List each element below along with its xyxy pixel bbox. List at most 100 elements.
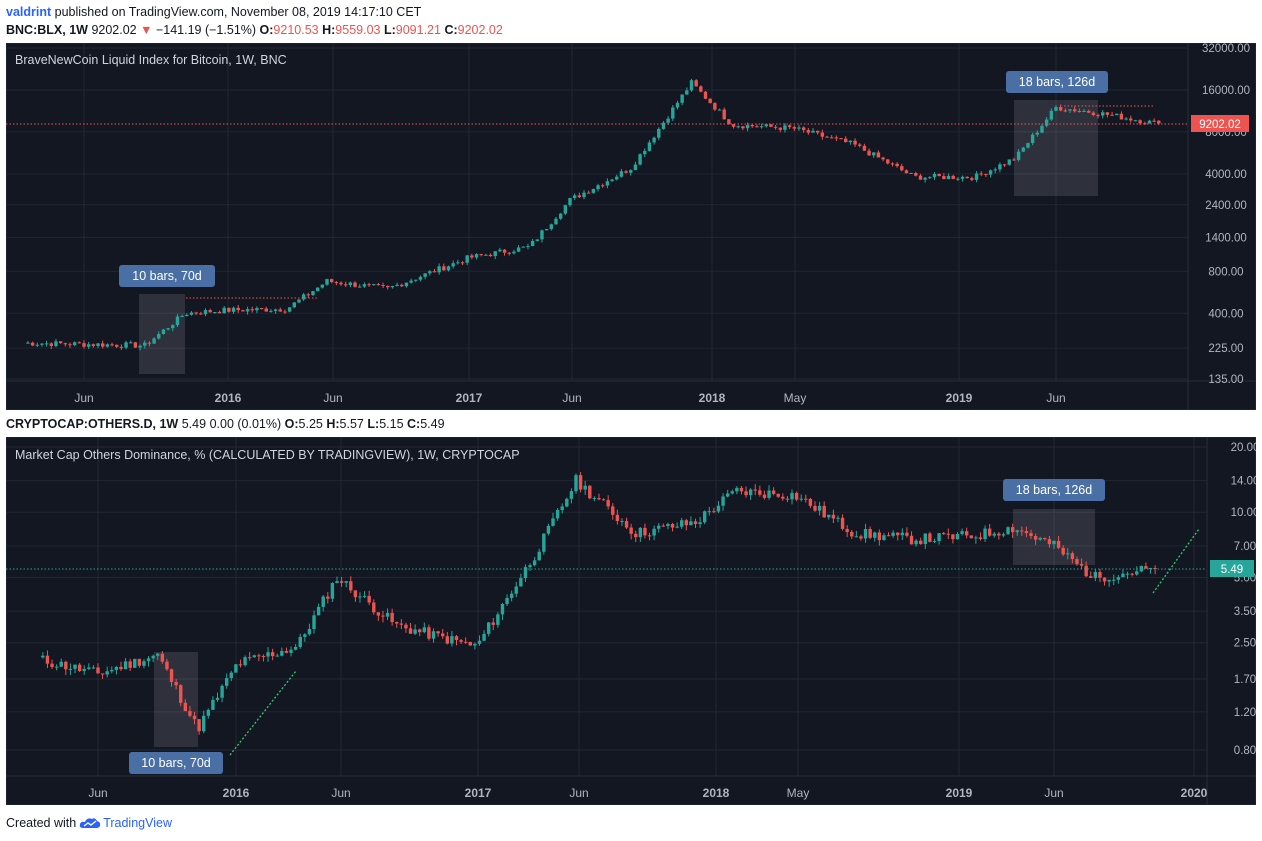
candle bbox=[588, 485, 592, 500]
candle bbox=[969, 535, 973, 539]
candle bbox=[514, 581, 518, 598]
candle bbox=[519, 573, 523, 587]
annotation-label: 18 bars, 126d bbox=[1019, 75, 1095, 89]
candle bbox=[694, 79, 698, 87]
candle bbox=[436, 630, 440, 637]
candle bbox=[873, 531, 877, 542]
candle bbox=[180, 314, 184, 318]
candle bbox=[505, 594, 509, 607]
candle bbox=[1082, 109, 1086, 112]
candle bbox=[491, 617, 495, 631]
candle bbox=[900, 528, 905, 541]
candle bbox=[813, 501, 817, 512]
candle bbox=[315, 287, 320, 292]
chart1-annotation-right[interactable]: 18 bars, 126d bbox=[1006, 71, 1108, 93]
candle bbox=[909, 531, 914, 545]
candle bbox=[188, 706, 192, 718]
chart2-symbol[interactable]: CRYPTOCAP:OTHERS.D, 1W bbox=[6, 417, 179, 431]
candle bbox=[138, 344, 142, 351]
candle bbox=[773, 124, 778, 130]
candle bbox=[68, 342, 72, 349]
candle bbox=[386, 285, 390, 290]
candle bbox=[105, 343, 110, 348]
candle bbox=[1119, 111, 1124, 120]
candle bbox=[381, 282, 385, 289]
candle bbox=[344, 580, 348, 588]
candle bbox=[521, 246, 525, 248]
candle bbox=[367, 282, 371, 287]
candle bbox=[633, 161, 638, 171]
candle bbox=[721, 493, 725, 511]
chart1-close: 9202.02 bbox=[457, 23, 503, 37]
candle bbox=[787, 124, 792, 130]
candle bbox=[1101, 110, 1105, 119]
candle bbox=[217, 310, 222, 314]
candle bbox=[615, 174, 619, 181]
candle bbox=[563, 204, 568, 216]
candle bbox=[283, 309, 287, 314]
annotation-label: 10 bars, 70d bbox=[141, 756, 211, 770]
candle bbox=[202, 710, 206, 734]
candle bbox=[119, 661, 123, 671]
y-tick-label: 1.20 bbox=[1234, 707, 1256, 719]
candle bbox=[1125, 571, 1130, 580]
candle bbox=[610, 178, 614, 182]
chart1-symbol[interactable]: BNC:BLX, 1W bbox=[6, 23, 88, 37]
candle bbox=[152, 337, 156, 344]
candle bbox=[189, 311, 194, 316]
candle bbox=[179, 684, 183, 707]
candle bbox=[1001, 532, 1006, 538]
y-tick-label: 10.00 bbox=[1231, 507, 1256, 519]
candle bbox=[568, 197, 572, 207]
trend-line bbox=[229, 670, 297, 756]
candle bbox=[762, 490, 767, 500]
candle bbox=[904, 169, 909, 174]
x-tick-label: May bbox=[784, 391, 807, 405]
candle bbox=[343, 281, 348, 288]
candle bbox=[400, 283, 404, 288]
chart1-annotation-left[interactable]: 10 bars, 70d bbox=[119, 265, 215, 287]
x-tick-label: Jun bbox=[569, 786, 588, 800]
candle bbox=[1056, 536, 1061, 550]
candle bbox=[730, 489, 734, 495]
candle bbox=[918, 173, 923, 180]
candle bbox=[689, 516, 693, 526]
chart2-annotation-left[interactable]: 10 bars, 70d bbox=[129, 752, 223, 774]
candle bbox=[1115, 113, 1119, 116]
candle bbox=[418, 275, 423, 282]
chart2-annotation-right[interactable]: 18 bars, 126d bbox=[1003, 479, 1105, 501]
candle bbox=[390, 285, 395, 289]
candle bbox=[77, 341, 82, 344]
tradingview-link[interactable]: TradingView bbox=[79, 816, 172, 830]
candle bbox=[321, 594, 325, 612]
candle bbox=[1133, 119, 1138, 122]
candle bbox=[284, 647, 289, 654]
candle bbox=[307, 623, 312, 636]
candle bbox=[362, 282, 367, 288]
candle bbox=[736, 125, 740, 129]
candle bbox=[657, 522, 661, 533]
candle bbox=[596, 183, 600, 192]
candle bbox=[675, 522, 679, 529]
candle bbox=[680, 517, 684, 529]
candle bbox=[259, 307, 264, 310]
candle bbox=[853, 138, 857, 147]
candle bbox=[544, 228, 549, 231]
chart1-panel[interactable]: 32000.0016000.008000.004000.002400.00140… bbox=[6, 43, 1256, 410]
candle bbox=[174, 678, 178, 690]
range-box-right bbox=[1014, 100, 1098, 196]
candle bbox=[231, 306, 236, 314]
candle bbox=[41, 652, 45, 659]
candle bbox=[546, 523, 551, 536]
candle bbox=[289, 646, 293, 657]
author-link[interactable]: valdrint bbox=[6, 5, 52, 19]
candle bbox=[769, 124, 773, 128]
chart2-panel[interactable]: 20.0014.0010.007.005.003.502.501.701.200… bbox=[6, 437, 1256, 805]
candle bbox=[241, 309, 245, 312]
y-tick-label: 20.00 bbox=[1231, 442, 1256, 454]
candle bbox=[1058, 104, 1063, 112]
candle bbox=[1033, 533, 1038, 545]
candle bbox=[137, 658, 142, 668]
candle bbox=[806, 127, 811, 135]
candle bbox=[353, 590, 358, 602]
